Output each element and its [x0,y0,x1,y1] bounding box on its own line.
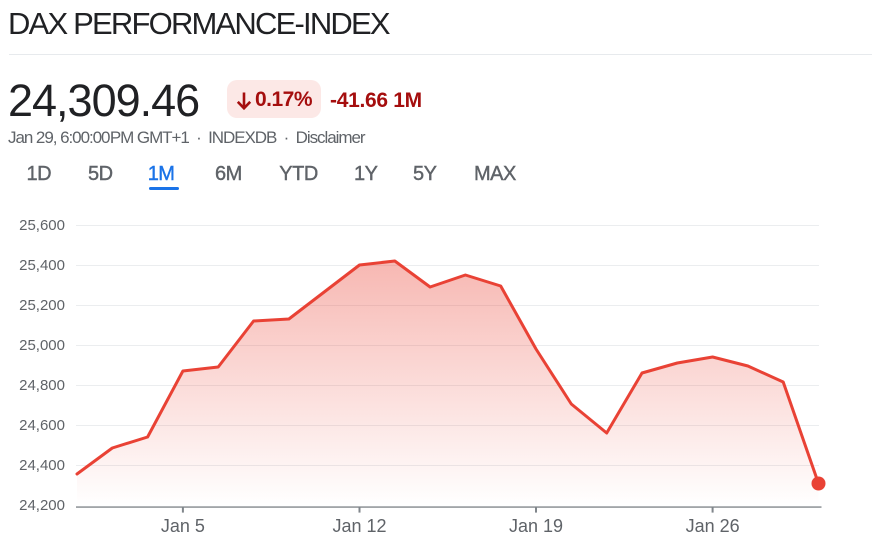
svg-text:Jan 5: Jan 5 [161,516,205,536]
svg-text:25,200: 25,200 [19,297,65,314]
svg-text:Jan 26: Jan 26 [686,516,740,536]
svg-text:Jan 19: Jan 19 [509,516,563,536]
svg-text:25,000: 25,000 [19,337,65,354]
svg-text:25,600: 25,600 [19,217,65,234]
svg-text:24,800: 24,800 [19,377,65,394]
svg-text:Jan 12: Jan 12 [332,516,386,536]
svg-text:24,400: 24,400 [19,457,65,474]
svg-text:25,400: 25,400 [19,257,65,274]
svg-text:24,600: 24,600 [19,417,65,434]
svg-text:24,200: 24,200 [19,497,65,514]
